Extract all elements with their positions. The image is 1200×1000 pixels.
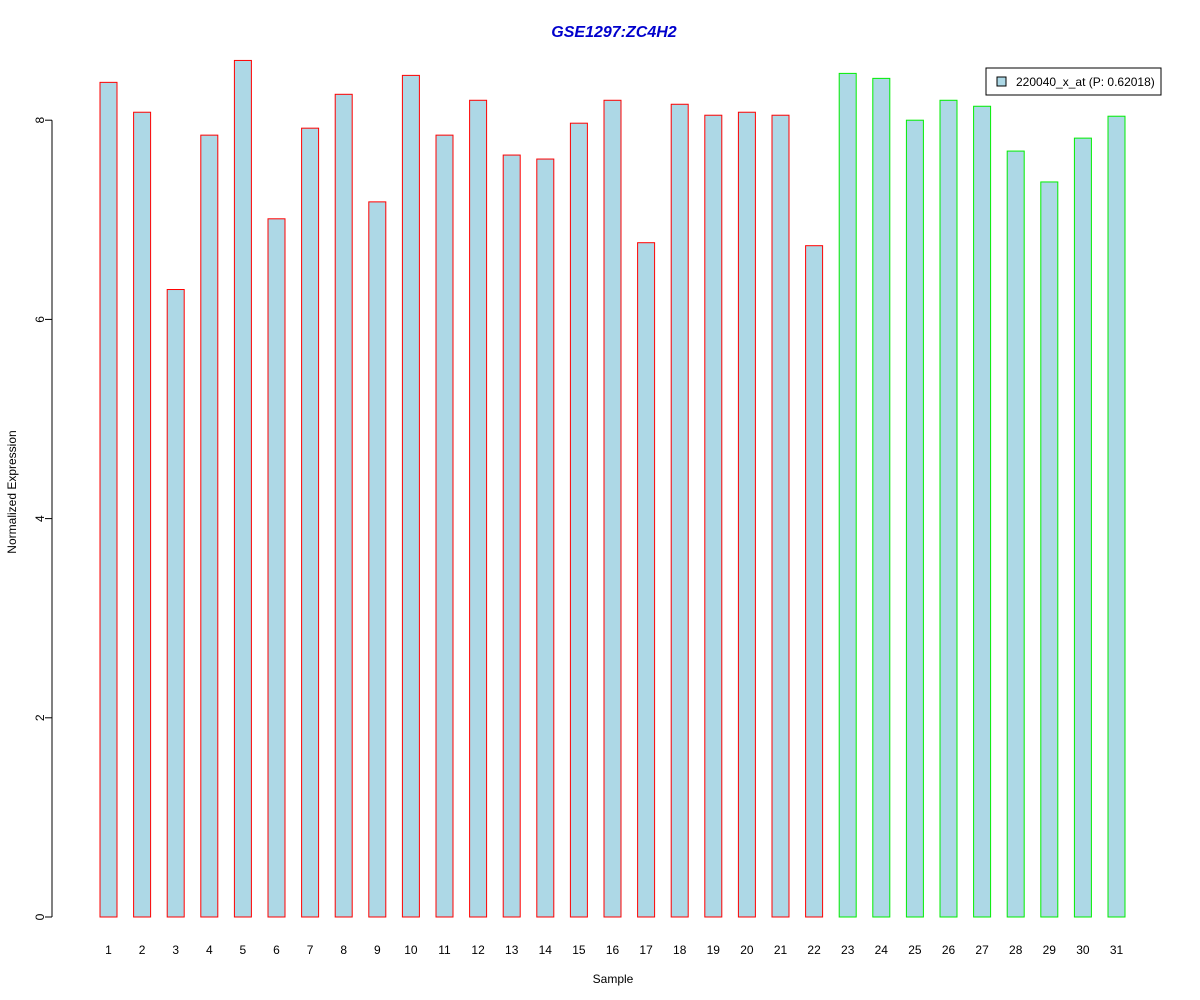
x-tick-label: 11 [438, 943, 451, 957]
y-tick-label: 0 [33, 913, 47, 920]
bar [502, 154, 521, 918]
y-axis-label: Normalized Expression [5, 430, 19, 553]
x-tick-label: 9 [374, 943, 381, 957]
legend: 220040_x_at (P: 0.62018) [985, 67, 1162, 96]
x-axis-label: Sample [593, 972, 634, 986]
x-tick-label: 30 [1076, 943, 1090, 957]
x-tick-label: 4 [206, 943, 213, 957]
x-tick-label: 13 [505, 943, 519, 957]
bar [771, 114, 790, 918]
x-tick-label: 5 [240, 943, 247, 957]
x-tick-label: 1 [105, 943, 112, 957]
x-tick-label: 27 [975, 943, 989, 957]
bar [435, 134, 454, 918]
x-tick-label: 24 [875, 943, 889, 957]
x-tick-label: 14 [539, 943, 553, 957]
x-tick-label: 22 [807, 943, 821, 957]
bar [973, 105, 992, 918]
bar [939, 99, 958, 918]
x-tick-label: 6 [273, 943, 280, 957]
x-tick-label: 19 [707, 943, 721, 957]
y-tick-label: 2 [33, 714, 47, 721]
bar [838, 72, 857, 918]
x-tick-label: 23 [841, 943, 855, 957]
y-axis: 0 2 4 6 8 [33, 117, 53, 920]
x-tick-label: 21 [774, 943, 788, 957]
x-tick-label: 2 [139, 943, 146, 957]
x-tick-label: 8 [340, 943, 347, 957]
bar [1107, 115, 1126, 918]
x-tick-label: 10 [404, 943, 418, 957]
x-tick-label: 17 [639, 943, 653, 957]
bar [401, 74, 420, 918]
bar [99, 81, 118, 918]
x-tick-label: 15 [572, 943, 586, 957]
chart-title: GSE1297:ZC4H2 [551, 24, 676, 41]
bar [368, 201, 387, 918]
x-tick-label: 31 [1110, 943, 1124, 957]
bar [1073, 137, 1092, 918]
x-tick-label: 25 [908, 943, 922, 957]
bar [569, 122, 588, 918]
x-tick-label: 26 [942, 943, 956, 957]
bar [637, 242, 656, 918]
x-tick-label: 28 [1009, 943, 1023, 957]
x-tick-label: 16 [606, 943, 620, 957]
bar [670, 103, 689, 918]
bar [233, 59, 252, 918]
bar [805, 245, 824, 918]
x-tick-label: 20 [740, 943, 754, 957]
bars [99, 59, 1126, 918]
bar [704, 114, 723, 918]
legend-box [985, 67, 1162, 96]
bar [166, 289, 185, 918]
bar [301, 127, 320, 918]
legend-swatch [996, 76, 1007, 87]
bar [603, 99, 622, 918]
bar [200, 134, 219, 918]
x-tick-labels: 1 2 3 4 5 6 7 8 9 10 11 12 13 14 15 16 17 18 19 20 21 22 23 24 2… [105, 943, 1123, 957]
x-tick-label: 18 [673, 943, 687, 957]
x-tick-label: 29 [1043, 943, 1057, 957]
bar [872, 77, 891, 918]
bar [133, 111, 152, 918]
bar [1040, 181, 1059, 918]
bar [905, 119, 924, 918]
legend-label: 220040_x_at (P: 0.62018) [1016, 75, 1155, 89]
bar [334, 93, 353, 918]
x-tick-label: 12 [471, 943, 485, 957]
x-tick-label: 3 [172, 943, 179, 957]
bar [536, 158, 555, 918]
bar [267, 218, 286, 918]
y-tick-label: 4 [33, 515, 47, 522]
y-tick-label: 8 [33, 117, 47, 124]
bar [737, 111, 756, 918]
y-tick-label: 6 [33, 316, 47, 323]
bar [1006, 150, 1025, 918]
bar [469, 99, 488, 918]
x-tick-label: 7 [307, 943, 314, 957]
